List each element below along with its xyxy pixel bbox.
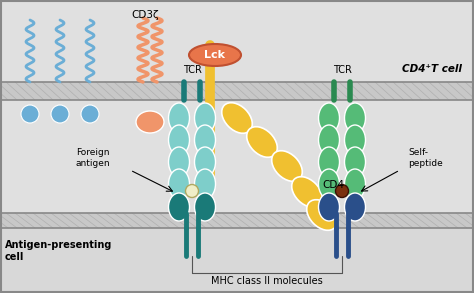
Ellipse shape bbox=[319, 103, 339, 133]
Text: TCR: TCR bbox=[182, 65, 201, 75]
Text: MHC class II molecules: MHC class II molecules bbox=[211, 276, 323, 286]
Ellipse shape bbox=[168, 125, 190, 155]
Ellipse shape bbox=[307, 200, 337, 230]
Ellipse shape bbox=[336, 185, 348, 197]
Bar bbox=[0, 213, 474, 228]
Ellipse shape bbox=[194, 193, 216, 221]
Ellipse shape bbox=[222, 103, 252, 133]
Ellipse shape bbox=[272, 151, 302, 181]
Ellipse shape bbox=[194, 125, 216, 155]
Ellipse shape bbox=[345, 147, 365, 177]
Ellipse shape bbox=[168, 193, 190, 221]
Ellipse shape bbox=[292, 177, 322, 207]
Ellipse shape bbox=[21, 105, 39, 123]
Ellipse shape bbox=[345, 103, 365, 133]
Ellipse shape bbox=[345, 169, 365, 199]
Ellipse shape bbox=[345, 125, 365, 155]
Bar bbox=[0, 228, 474, 293]
Ellipse shape bbox=[168, 103, 190, 133]
Bar bbox=[0, 82, 474, 100]
Text: Antigen-presenting
cell: Antigen-presenting cell bbox=[5, 240, 112, 262]
Ellipse shape bbox=[51, 105, 69, 123]
Ellipse shape bbox=[136, 111, 164, 133]
Ellipse shape bbox=[194, 147, 216, 177]
Ellipse shape bbox=[319, 147, 339, 177]
Ellipse shape bbox=[168, 169, 190, 199]
Ellipse shape bbox=[246, 127, 277, 157]
Ellipse shape bbox=[189, 44, 241, 66]
Text: Self-
peptide: Self- peptide bbox=[408, 148, 443, 168]
Text: Foreign
antigen: Foreign antigen bbox=[75, 148, 110, 168]
Text: Lck: Lck bbox=[204, 50, 226, 60]
Text: CD3ζ: CD3ζ bbox=[131, 10, 159, 20]
Text: CD4⁺T cell: CD4⁺T cell bbox=[402, 64, 462, 74]
Ellipse shape bbox=[194, 103, 216, 133]
Text: CD4: CD4 bbox=[322, 180, 344, 190]
Ellipse shape bbox=[319, 193, 339, 221]
Ellipse shape bbox=[168, 147, 190, 177]
Ellipse shape bbox=[194, 169, 216, 199]
Ellipse shape bbox=[319, 125, 339, 155]
Ellipse shape bbox=[185, 185, 199, 197]
Ellipse shape bbox=[319, 169, 339, 199]
Ellipse shape bbox=[345, 193, 365, 221]
Ellipse shape bbox=[81, 105, 99, 123]
Text: TCR: TCR bbox=[333, 65, 351, 75]
